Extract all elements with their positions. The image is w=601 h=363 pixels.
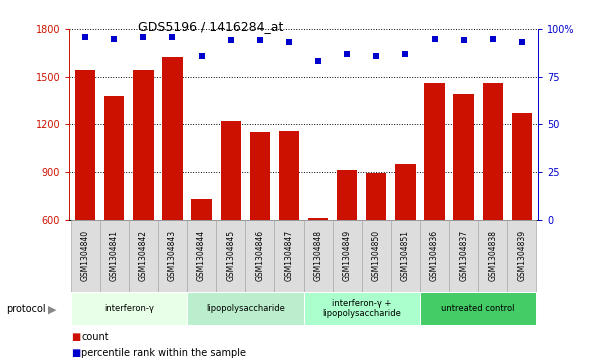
Text: percentile rank within the sample: percentile rank within the sample	[81, 348, 246, 358]
Bar	[366, 173, 386, 315]
Text: GSM1304842: GSM1304842	[139, 231, 148, 281]
Text: untreated control: untreated control	[442, 304, 515, 313]
Bar	[337, 170, 358, 315]
Text: GDS5196 / 1416284_at: GDS5196 / 1416284_at	[138, 20, 283, 33]
Bar	[275, 220, 304, 292]
Point	[168, 34, 177, 40]
Bar	[158, 220, 187, 292]
Bar	[104, 96, 124, 315]
Bar	[187, 220, 216, 292]
Point	[81, 34, 90, 40]
Text: lipopolysaccharide: lipopolysaccharide	[206, 304, 285, 313]
Text: GSM1304837: GSM1304837	[459, 231, 468, 281]
Text: GSM1304840: GSM1304840	[81, 231, 90, 281]
Point	[517, 40, 526, 45]
Bar	[362, 220, 391, 292]
Text: GSM1304843: GSM1304843	[168, 231, 177, 281]
Text: ■: ■	[71, 348, 80, 358]
Text: GSM1304838: GSM1304838	[488, 231, 497, 281]
Text: GSM1304846: GSM1304846	[255, 231, 264, 281]
Bar	[70, 220, 100, 292]
Bar	[187, 292, 304, 325]
Text: GSM1304836: GSM1304836	[430, 231, 439, 281]
Bar	[420, 292, 537, 325]
Text: GSM1304849: GSM1304849	[343, 231, 352, 281]
Bar	[391, 220, 420, 292]
Text: GSM1304847: GSM1304847	[284, 231, 293, 281]
Point	[488, 36, 498, 41]
Bar	[478, 220, 507, 292]
Bar	[133, 70, 153, 315]
Bar	[332, 220, 362, 292]
Point	[401, 51, 410, 57]
Text: GSM1304845: GSM1304845	[226, 231, 235, 281]
Bar	[216, 220, 245, 292]
Point	[139, 34, 148, 40]
Bar	[424, 83, 445, 315]
Bar	[279, 131, 299, 315]
Text: count: count	[81, 332, 109, 342]
Bar	[249, 132, 270, 315]
Text: protocol: protocol	[6, 304, 46, 314]
Bar	[511, 113, 532, 315]
Text: GSM1304850: GSM1304850	[372, 231, 381, 281]
Point	[284, 40, 294, 45]
Bar	[129, 220, 158, 292]
Bar	[75, 70, 96, 315]
Text: GSM1304839: GSM1304839	[517, 231, 526, 281]
Text: interferon-γ +
lipopolysaccharide: interferon-γ + lipopolysaccharide	[322, 299, 401, 318]
Point	[226, 37, 236, 43]
Bar	[70, 292, 187, 325]
Bar	[245, 220, 275, 292]
Bar	[420, 220, 449, 292]
Point	[430, 36, 439, 41]
Text: ■: ■	[71, 332, 80, 342]
Point	[197, 53, 206, 58]
Bar	[395, 164, 416, 315]
Bar	[100, 220, 129, 292]
Text: GSM1304848: GSM1304848	[314, 231, 323, 281]
Text: GSM1304851: GSM1304851	[401, 231, 410, 281]
Bar	[454, 94, 474, 315]
Text: GSM1304844: GSM1304844	[197, 231, 206, 281]
Bar	[507, 220, 537, 292]
Text: interferon-γ: interferon-γ	[104, 304, 154, 313]
Bar	[449, 220, 478, 292]
Bar	[221, 121, 241, 315]
Bar	[483, 83, 503, 315]
Point	[371, 53, 381, 58]
Point	[255, 37, 264, 43]
Bar	[162, 57, 183, 315]
Bar	[304, 220, 332, 292]
Point	[109, 36, 119, 41]
Text: GSM1304841: GSM1304841	[110, 231, 119, 281]
Point	[313, 58, 323, 64]
Text: ▶: ▶	[48, 304, 56, 314]
Point	[459, 37, 468, 43]
Bar	[308, 218, 328, 315]
Bar	[191, 199, 212, 315]
Bar	[304, 292, 420, 325]
Point	[343, 51, 352, 57]
